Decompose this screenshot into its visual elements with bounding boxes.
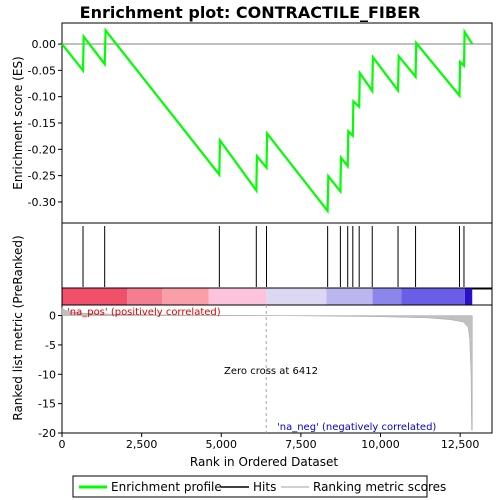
es-y-tick-label: -0.20 (28, 143, 56, 156)
metric-y-tick-label: 0 (49, 310, 56, 323)
legend-frame (72, 475, 428, 498)
es-y-tick-label: -0.15 (28, 117, 56, 130)
es-panel-frame (61, 22, 493, 224)
color-bar-segment (127, 288, 163, 305)
es-y-tick-label: 0.00 (32, 38, 57, 51)
x-tick-label: 5,000 (206, 438, 238, 451)
color-bar-segment (162, 288, 209, 305)
metric-y-tick-label: -15 (38, 398, 56, 411)
color-bar-segment (326, 288, 373, 305)
hits-panel (61, 222, 493, 290)
x-tick-label: 0 (59, 438, 66, 451)
legend-enrichment-label: Enrichment profile (111, 480, 222, 494)
es-y-axis-label: Enrichment score (ES) (11, 56, 25, 189)
legend: Enrichment profile Hits Ranking metric s… (72, 475, 446, 498)
metric-y-tick-label: -5 (45, 339, 56, 352)
zero-cross-label: Zero cross at 6412 (224, 366, 318, 377)
es-y-tick-label: -0.25 (28, 170, 56, 183)
rank-color-bar (62, 288, 473, 305)
metric-x-axis: 0 2,500 5,000 7,500 10,000 12,500 (59, 433, 480, 451)
x-tick-label: 7,500 (285, 438, 317, 451)
enrichment-profile-line (61, 27, 474, 215)
positive-correlation-label: 'na_pos' (positively correlated) (67, 307, 221, 318)
metric-panel-frame (61, 304, 493, 434)
metric-panel: 0 -5 -10 -15 -20 0 2,500 5,000 7,500 10,000 12,50… (11, 235, 493, 469)
metric-y-axis: 0 -5 -10 -15 -20 (38, 310, 62, 440)
color-bar-segment (401, 288, 465, 305)
legend-metric-label: Ranking metric scores (313, 480, 446, 494)
metric-y-tick-label: -20 (38, 427, 56, 440)
x-tick-label: 12,500 (441, 438, 480, 451)
es-panel: 0.00 -0.05 -0.10 -0.15 -0.20 -0.25 -0.30 Enric… (11, 22, 493, 224)
color-bar-segment (208, 288, 267, 305)
metric-y-tick-label: -10 (38, 368, 56, 381)
chart-title: Enrichment plot: CONTRACTILE_FIBER (80, 3, 421, 22)
x-axis-label: Rank in Ordered Dataset (190, 455, 338, 469)
legend-hits-label: Hits (253, 480, 276, 494)
negative-correlation-label: 'na_neg' (negatively correlated) (277, 422, 436, 433)
color-bar-segment (372, 288, 402, 305)
es-y-axis: 0.00 -0.05 -0.10 -0.15 -0.20 -0.25 -0.30 (28, 38, 62, 209)
es-y-tick-label: -0.30 (28, 196, 56, 209)
color-bar-segment (62, 288, 128, 305)
x-tick-label: 10,000 (361, 438, 400, 451)
hit-lines (82, 226, 465, 287)
ranking-metric-area (61, 307, 473, 431)
x-tick-label: 2,500 (126, 438, 158, 451)
es-y-tick-label: -0.10 (28, 91, 56, 104)
metric-y-axis-label: Ranked list metric (PreRanked) (11, 235, 25, 420)
es-y-tick-label: -0.05 (28, 64, 56, 77)
color-bar-segment (266, 288, 327, 305)
hits-panel-frame (61, 222, 493, 290)
color-bar-segment (464, 288, 473, 305)
